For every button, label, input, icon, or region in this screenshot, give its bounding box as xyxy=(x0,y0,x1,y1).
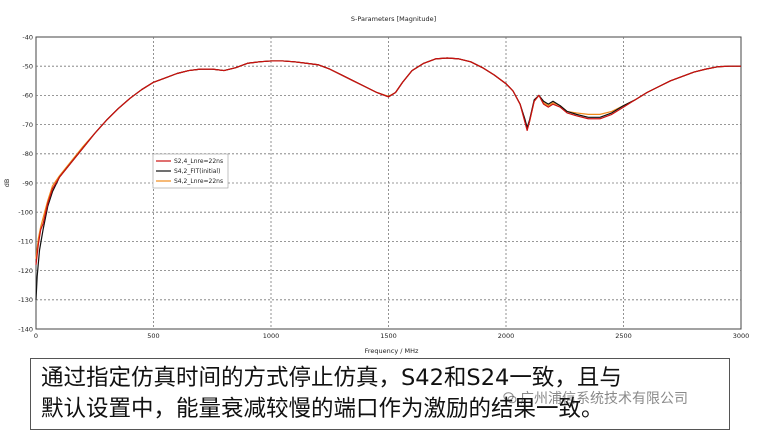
legend-label-1: S4,2_FIT(initial) xyxy=(174,168,220,175)
x-tick-label-3: 1500 xyxy=(380,332,397,340)
x-tick-label-2: 1000 xyxy=(263,332,280,340)
x-tick-label-0: 0 xyxy=(34,332,38,340)
legend-box xyxy=(152,153,229,189)
y-tick-label-5: -90 xyxy=(22,179,33,187)
chart: 0 500 1000 1500 2000 2500 3000 -40 -50 -60 -70 -80 -… xyxy=(3,15,750,355)
x-tick-label-5: 2500 xyxy=(615,332,632,340)
x-tick-label-1: 500 xyxy=(147,332,159,340)
y-tick-label-2: -60 xyxy=(22,92,33,100)
y-tick-label-6: -100 xyxy=(18,209,33,217)
series-line-0 xyxy=(35,57,741,265)
caption-line-1: 通过指定仿真时间的方式停止仿真，S42和S24一致，且与 xyxy=(41,365,622,391)
y-axis-label: dB xyxy=(3,179,11,188)
y-tick-label-1: -50 xyxy=(22,63,33,71)
chart-svg: 0 500 1000 1500 2000 2500 3000 -40 -50 -60 -70 -80 -… xyxy=(3,15,750,355)
y-tick-label-8: -120 xyxy=(18,267,33,275)
chart-title: S-Parameters [Magnitude] xyxy=(351,15,436,23)
y-tick-label-7: -110 xyxy=(18,238,33,246)
y-tick-label-10: -140 xyxy=(18,325,33,333)
caption-box: 通过指定仿真时间的方式停止仿真，S42和S24一致，且与 默认设置中，能量衰减较… xyxy=(30,358,730,430)
wechat-icon xyxy=(503,392,517,404)
watermark: 广州浦信系统技术有限公司 xyxy=(503,388,688,408)
x-tick-label-6: 3000 xyxy=(733,332,750,340)
watermark-text: 广州浦信系统技术有限公司 xyxy=(520,391,688,407)
y-tick-label-0: -40 xyxy=(22,33,33,41)
x-tick-label-4: 2000 xyxy=(498,332,515,340)
x-axis-label: Frequency / MHz xyxy=(365,347,419,355)
y-tick-label-3: -70 xyxy=(22,121,33,129)
legend-label-2: S4,2_Lnre=22ns xyxy=(174,178,223,185)
y-tick-label-9: -130 xyxy=(18,296,33,304)
y-tick-label-4: -80 xyxy=(22,150,33,158)
legend-label-0: S2,4_Lnre=22ns xyxy=(174,158,223,165)
